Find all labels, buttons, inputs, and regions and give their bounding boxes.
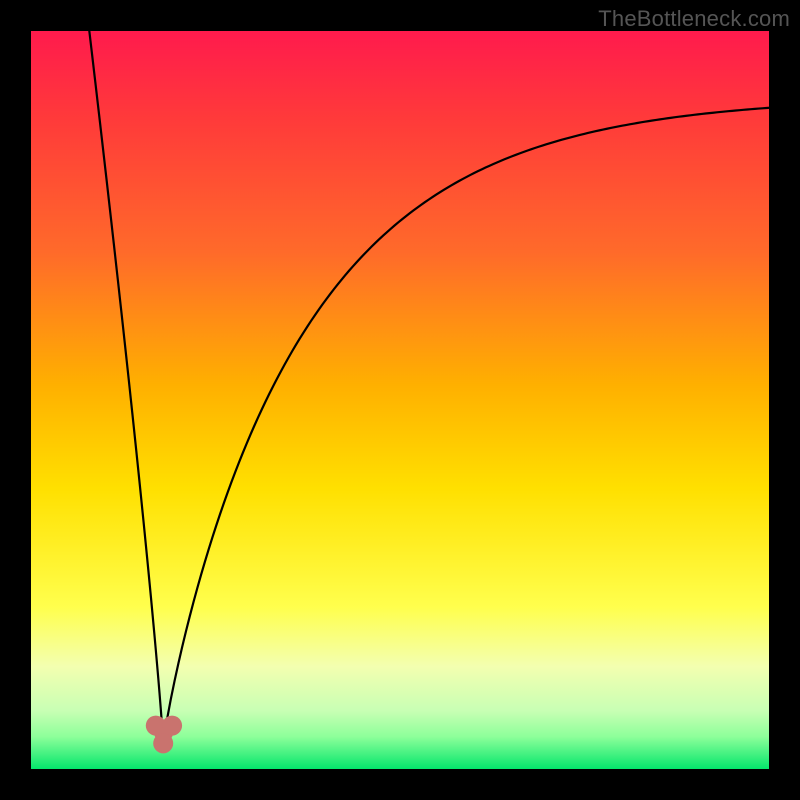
chart-container: TheBottleneck.com [0, 0, 800, 800]
marker-point [153, 733, 173, 753]
marker-point [162, 716, 182, 736]
watermark-label: TheBottleneck.com [598, 6, 790, 32]
bottleneck-chart [0, 0, 800, 800]
